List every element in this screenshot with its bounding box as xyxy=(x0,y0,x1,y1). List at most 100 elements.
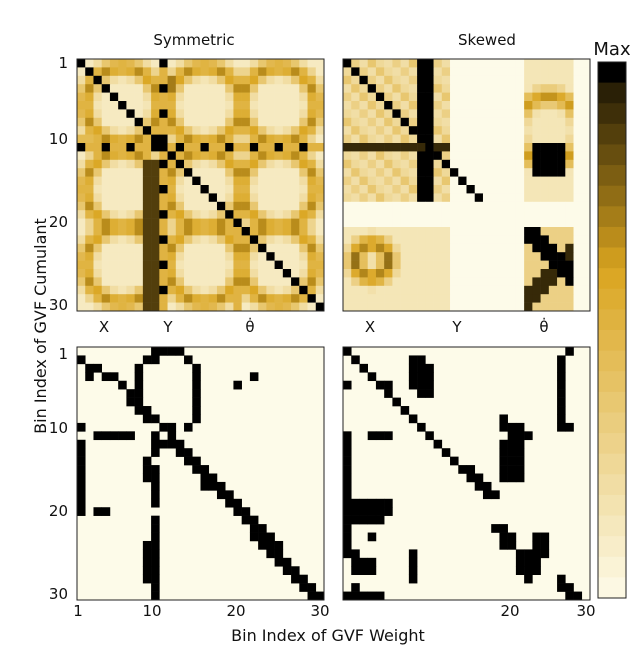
heatmap-cell xyxy=(515,168,525,177)
heatmap-cell xyxy=(258,126,267,135)
heatmap-cell xyxy=(557,176,566,186)
heatmap-cell xyxy=(126,117,135,127)
heatmap-cell xyxy=(466,473,476,483)
heatmap-cell xyxy=(507,134,517,144)
heatmap-cell xyxy=(291,159,300,169)
heatmap-cell xyxy=(392,185,401,194)
heatmap-cell xyxy=(151,481,160,491)
heatmap-cell xyxy=(458,260,467,270)
heatmap-cell xyxy=(216,294,226,303)
heatmap-cell xyxy=(192,185,201,194)
heatmap-cell xyxy=(400,143,410,152)
heatmap-cell xyxy=(466,185,476,194)
heatmap-cell xyxy=(524,151,533,161)
heatmap-cell xyxy=(524,269,533,278)
heatmap-cell xyxy=(266,302,275,312)
group-label-theta-left: θ̇ xyxy=(245,317,254,336)
colorbar-step xyxy=(598,226,626,248)
heatmap-cell xyxy=(392,243,401,253)
heatmap-cell xyxy=(507,260,517,270)
heatmap-cell xyxy=(249,168,259,177)
y-tick-top-10: 10 xyxy=(49,130,68,148)
heatmap-cell xyxy=(142,574,152,584)
heatmap-cell xyxy=(151,583,160,592)
heatmap-cell xyxy=(343,252,352,261)
heatmap-cell xyxy=(532,159,541,169)
heatmap-cell xyxy=(208,143,218,152)
heatmap-cell xyxy=(557,109,566,119)
heatmap-cell xyxy=(93,168,102,177)
heatmap-cell xyxy=(151,185,160,194)
heatmap-cell xyxy=(392,143,401,152)
heatmap-cell xyxy=(241,294,251,303)
heatmap-cell xyxy=(450,260,459,270)
heatmap-cell xyxy=(466,151,476,161)
heatmap-cell xyxy=(192,372,201,382)
heatmap-cell xyxy=(93,302,102,312)
heatmap-cell xyxy=(93,243,102,253)
heatmap-cell xyxy=(233,176,242,186)
heatmap-cell xyxy=(384,67,393,77)
heatmap-cell xyxy=(557,151,566,161)
heatmap-cell xyxy=(274,84,284,93)
heatmap-cell xyxy=(241,201,251,211)
heatmap-cell xyxy=(307,302,317,312)
heatmap-cell xyxy=(408,294,418,303)
heatmap-cell xyxy=(167,168,177,177)
heatmap-cell xyxy=(557,355,566,365)
heatmap-cell xyxy=(392,92,401,102)
heatmap-cell xyxy=(482,277,492,287)
heatmap-cell xyxy=(540,549,550,559)
heatmap-cell xyxy=(499,473,508,483)
heatmap-cell xyxy=(266,159,275,169)
heatmap-cell xyxy=(515,176,525,186)
heatmap-cell xyxy=(142,59,152,68)
heatmap-cell xyxy=(126,159,135,169)
heatmap-cell xyxy=(417,269,426,278)
heatmap-cell xyxy=(225,269,234,278)
heatmap-cell xyxy=(299,574,308,584)
y-tick-bottom-10: 10 xyxy=(49,419,68,437)
heatmap-cell xyxy=(274,277,284,287)
heatmap-cell xyxy=(192,397,201,407)
heatmap-cell xyxy=(384,109,393,119)
heatmap-cell xyxy=(93,252,102,261)
heatmap-cell xyxy=(184,126,193,135)
heatmap-cell xyxy=(425,260,434,270)
heatmap-cell xyxy=(151,515,160,525)
heatmap-cell xyxy=(359,285,368,295)
heatmap-cell xyxy=(548,218,558,228)
heatmap-cell xyxy=(359,67,368,77)
heatmap-cell xyxy=(192,101,201,110)
heatmap-cell xyxy=(573,243,583,253)
heatmap-cell xyxy=(351,143,360,152)
heatmap-cell xyxy=(307,201,317,211)
y-tick-bottom-1: 1 xyxy=(58,345,68,363)
heatmap-cell xyxy=(375,227,385,236)
heatmap-cell xyxy=(400,210,410,219)
heatmap-cell xyxy=(151,84,160,93)
heatmap-cell xyxy=(151,566,160,575)
heatmap-cell xyxy=(450,134,459,144)
heatmap-cell xyxy=(408,176,418,186)
heatmap-cell xyxy=(142,566,152,575)
heatmap-cell xyxy=(466,168,476,177)
heatmap-cell xyxy=(565,201,574,211)
heatmap-cell xyxy=(249,92,259,102)
colorbar-step xyxy=(598,474,626,496)
heatmap-cell xyxy=(118,151,127,161)
heatmap-cell xyxy=(225,75,234,85)
heatmap-cell xyxy=(77,448,86,457)
heatmap-cell xyxy=(216,168,226,177)
heatmap-cell xyxy=(85,84,94,93)
heatmap-cell xyxy=(258,185,267,194)
heatmap-cell xyxy=(515,431,525,441)
heatmap-cell xyxy=(548,235,558,245)
heatmap-cell xyxy=(93,235,102,245)
heatmap-cell xyxy=(408,380,418,390)
heatmap-cell xyxy=(507,201,517,211)
heatmap-cell xyxy=(540,193,550,203)
heatmap-cell xyxy=(85,75,94,85)
heatmap-cell xyxy=(118,201,127,211)
heatmap-cell xyxy=(433,109,443,119)
